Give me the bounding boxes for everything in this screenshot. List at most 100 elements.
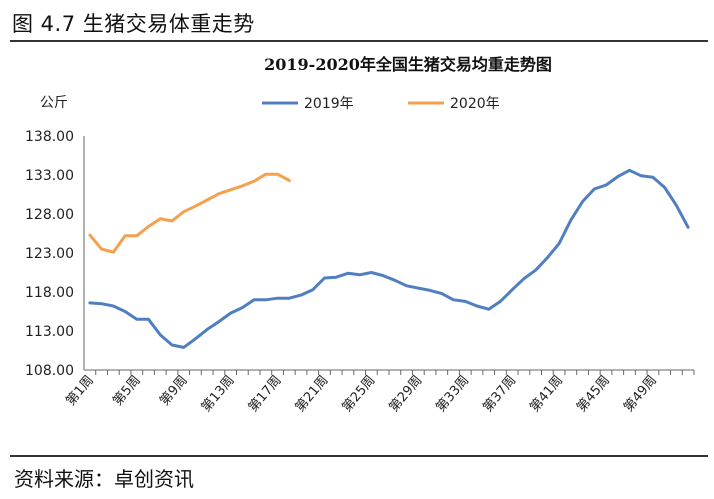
y-tick-label: 123.00 [25,246,74,262]
data-point [135,318,138,321]
bottom-rule [10,455,708,457]
data-point [557,242,561,245]
data-point [569,219,572,222]
x-tick-label: 第17周 [246,373,285,415]
data-point [370,271,373,274]
data-point [206,328,209,331]
x-tick-label: 第41周 [527,373,566,415]
chart-title: 2019-2020年全国生猪交易均重走势图 [264,55,552,74]
data-point [581,200,584,203]
y-axis-unit: 公斤 [40,95,68,111]
data-point [170,343,174,347]
data-point [428,289,432,292]
data-point [241,306,244,309]
y-tick-label: 128.00 [25,207,74,223]
data-point [100,302,103,305]
x-tick-label: 第49周 [621,373,660,415]
data-point [616,175,619,178]
data-point [159,333,162,337]
data-point [628,169,631,172]
data-point [182,210,185,213]
data-point [534,269,537,272]
legend: 2019年 2020年 [262,96,500,112]
data-point [593,187,596,191]
series-line-1 [88,168,690,349]
data-point [229,311,232,315]
x-tick-label: 第37周 [480,373,519,415]
data-point [475,304,479,308]
data-point [546,256,549,259]
data-point [358,273,361,276]
series-lines [88,168,690,349]
data-point [252,180,256,183]
data-point [123,310,127,313]
x-tick-label: 第29周 [387,373,426,415]
data-point [276,173,279,176]
y-tick-label: 138.00 [25,129,74,145]
data-point [206,198,209,202]
legend-label: 2020年 [450,96,500,112]
data-point [112,251,115,254]
y-axis: 108.00 113.00 118.00 123.00 128.00 133.00 138.… [25,129,85,379]
data-point [264,298,267,301]
x-tick-label: 第9周 [157,373,191,409]
data-point [217,320,221,323]
data-point [511,288,514,291]
data-point [288,297,291,300]
data-point [651,176,655,179]
data-point [241,184,244,188]
data-point [112,304,115,308]
data-point [311,288,314,291]
data-point [335,276,338,279]
series-line-2 [88,172,291,254]
data-point [252,298,256,301]
data-point [88,233,92,237]
data-point [170,219,174,223]
y-tick-label: 113.00 [25,324,74,340]
data-point [499,300,502,303]
data-point [346,272,350,275]
data-point [194,337,197,340]
y-tick-label: 133.00 [25,168,74,184]
data-point [217,192,221,195]
x-tick-label: 第13周 [199,373,238,415]
y-tick-label: 108.00 [25,363,74,379]
x-tick-label: 第45周 [574,373,613,415]
data-point [229,188,232,191]
data-point [663,186,666,189]
legend-label: 2019年 [304,96,354,112]
data-point [182,346,185,349]
x-tick-label: 第5周 [110,373,144,409]
data-point [147,318,150,321]
data-point [417,286,420,290]
top-rule [10,40,708,42]
data-point [276,297,279,300]
data-point [381,274,385,277]
data-point [88,301,92,305]
data-point [487,308,490,311]
x-axis: 第1周 第5周 第9周 第13周 第17周 第21周 第25周 第29周 第33周 第37周 第41… [63,369,695,415]
data-point [194,205,197,208]
data-point [405,284,408,287]
data-point [464,300,467,303]
y-tick-label: 118.00 [25,285,74,301]
x-tick-label: 第25周 [340,373,379,415]
data-point [604,183,608,187]
data-point [135,234,138,237]
data-point [123,234,127,237]
x-tick-label: 第33周 [433,373,472,415]
data-point [522,277,526,280]
data-point [452,298,455,301]
data-point [686,226,690,229]
data-point [159,217,162,220]
source-note: 资料来源：卓创资讯 [14,467,194,491]
data-point [440,292,443,295]
data-point [264,173,267,176]
data-point [393,279,397,282]
data-point [323,276,326,280]
data-point [147,225,150,228]
weight-trend-chart: 2019-2020年全国生猪交易均重走势图 公斤 2019年 2020年 108.… [25,55,695,415]
data-point [675,204,678,207]
x-tick-label: 第21周 [293,373,332,415]
data-point [288,179,291,182]
